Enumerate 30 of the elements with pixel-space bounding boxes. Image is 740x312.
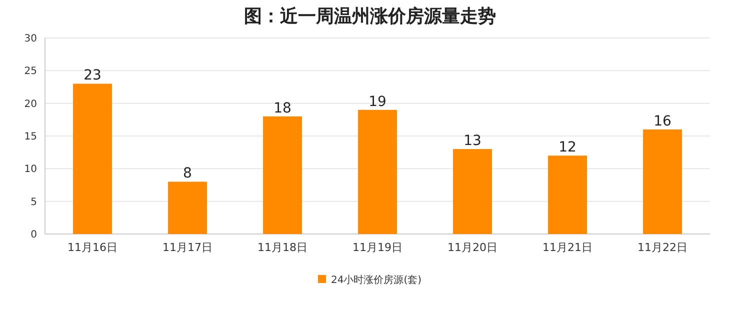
data-label: 12 — [558, 140, 576, 156]
y-tick-label: 15 — [24, 132, 37, 142]
chart-title: 图：近一周温州涨价房源量走势 — [244, 6, 496, 27]
bar — [358, 110, 397, 234]
y-tick-label: 20 — [24, 98, 37, 110]
data-label: 18 — [274, 100, 292, 116]
data-label: 13 — [464, 133, 482, 150]
bar — [73, 84, 112, 234]
bar — [643, 129, 682, 234]
y-tick-label: 10 — [24, 164, 37, 176]
data-label: 23 — [84, 68, 102, 84]
x-tick-label: 11月16日 — [68, 241, 118, 254]
x-tick-label: 11月19日 — [352, 241, 402, 254]
bar — [548, 156, 587, 234]
legend-label: 24小时涨价房源(套) — [331, 274, 422, 286]
y-tick-label: 5 — [30, 196, 37, 208]
bar — [263, 116, 302, 234]
x-tick-label: 11月21日 — [542, 241, 592, 254]
data-label: 16 — [654, 113, 672, 130]
data-label: 19 — [368, 94, 386, 110]
bar — [168, 182, 207, 234]
data-label: 8 — [183, 166, 192, 182]
y-tick-label: 30 — [24, 34, 37, 44]
x-tick-label: 11月18日 — [258, 241, 308, 254]
x-tick-label: 11月22日 — [638, 241, 688, 254]
x-tick-label: 11月17日 — [162, 241, 212, 254]
x-tick-label: 11月20日 — [448, 241, 498, 254]
bar — [453, 149, 492, 234]
y-tick-label: 0 — [30, 230, 37, 240]
y-tick-label: 25 — [24, 66, 37, 78]
